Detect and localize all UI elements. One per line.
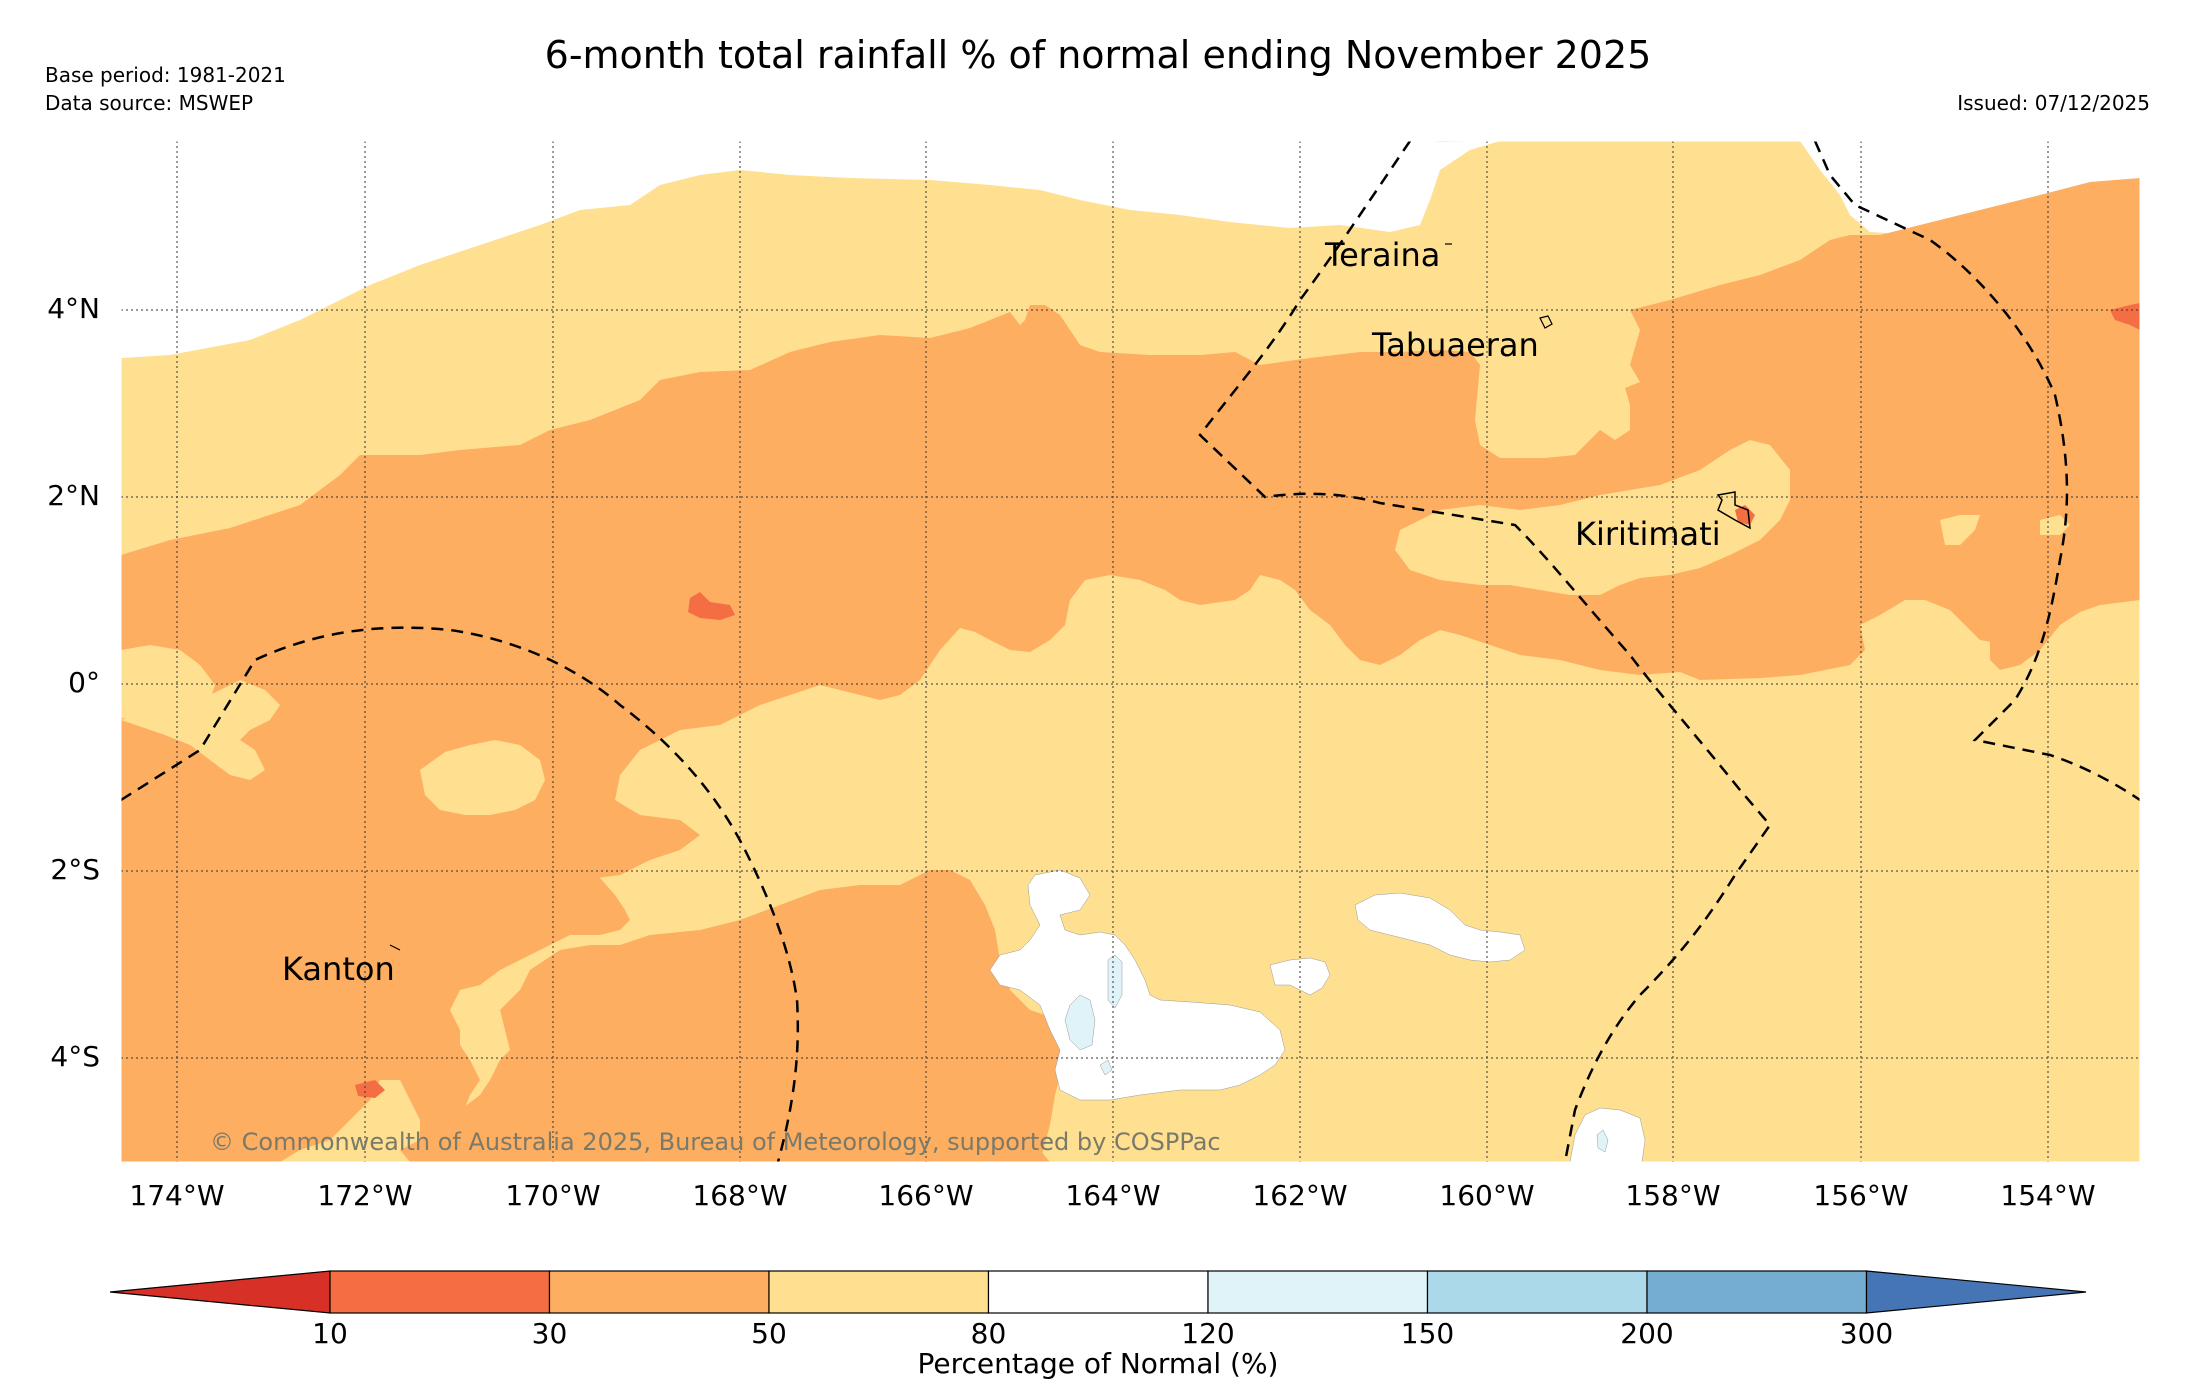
colorbar-tick-120: 120 xyxy=(1181,1317,1234,1350)
lon-label-166w: 166°W xyxy=(878,1179,973,1212)
colorbar-tick-30: 30 xyxy=(532,1317,568,1350)
rain-10-30-patch-south xyxy=(355,1080,385,1098)
lat-label-0: 0° xyxy=(68,666,100,699)
rain-120-150-patch-2 xyxy=(1107,954,1123,1009)
rain-80-120-blob-south-center xyxy=(989,869,1286,1101)
colorbar-segment-80-120 xyxy=(987,1270,1209,1314)
colorbar-segment-below-10 xyxy=(109,1270,331,1314)
colorbar-segment-50-80 xyxy=(768,1270,990,1314)
latitude-labels: 4°N 2°N 0° 2°S 4°S xyxy=(47,292,100,1073)
rain-120-150-patch-1 xyxy=(1064,994,1096,1051)
rain-50-80-pocket-mid xyxy=(1290,690,1320,720)
rain-10-30-patch-kiritimati xyxy=(1735,505,1755,525)
colorbar-segment-30-50 xyxy=(548,1270,770,1314)
eez-boundary-east xyxy=(1813,141,2140,802)
colorbar xyxy=(109,1270,2087,1314)
colorbar-title: Percentage of Normal (%) xyxy=(918,1347,1279,1380)
lon-label-154w: 154°W xyxy=(2000,1179,2095,1212)
rain-50-80-pocket-east-2 xyxy=(2040,515,2070,535)
map-panel: Teraina Tabuaeran Kiritimati Kanton © Co… xyxy=(121,141,2140,1162)
colorbar-segment-150-200 xyxy=(1426,1270,1648,1314)
rain-30-50-region-main xyxy=(121,178,2140,1145)
colorbar-tick-10: 10 xyxy=(312,1317,348,1350)
colorbar-tick-50: 50 xyxy=(751,1317,787,1350)
place-label-kiritimati: Kiritimati xyxy=(1575,515,1721,553)
eez-boundaries xyxy=(121,141,2140,1162)
copyright-notice: © Commonwealth of Australia 2025, Bureau… xyxy=(210,1128,1221,1156)
lon-label-156w: 156°W xyxy=(1813,1179,1908,1212)
lon-label-168w: 168°W xyxy=(692,1179,787,1212)
colorbar-tick-80: 80 xyxy=(971,1317,1007,1350)
issued-date-label: Issued: 07/12/2025 xyxy=(1957,91,2150,115)
colorbar-segment-120-150 xyxy=(1207,1270,1429,1314)
lon-label-170w: 170°W xyxy=(505,1179,600,1212)
rain-10-30-patch-center xyxy=(688,592,735,620)
colorbar-segment-above-300 xyxy=(1865,1270,2087,1314)
lat-label-2s: 2°S xyxy=(50,853,100,886)
kanton-island-outline xyxy=(389,944,401,951)
colorbar-segment-200-300 xyxy=(1646,1270,1868,1314)
lon-label-174w: 174°W xyxy=(129,1179,224,1212)
rain-50-80-pocket-kiritimati xyxy=(1395,440,1790,595)
rain-30-50-region-south-central xyxy=(440,870,1075,1162)
place-label-tabuaeran: Tabuaeran xyxy=(1371,326,1539,364)
rain-80-120-blob-bottom xyxy=(1569,1107,1646,1162)
map-gridlines xyxy=(121,141,2140,1162)
rain-80-120-blob-east xyxy=(1354,892,1526,963)
rain-30-50-region-south xyxy=(121,760,630,1162)
rain-50-80-pocket-center xyxy=(420,740,545,815)
rain-50-80-pocket-south-center xyxy=(1430,655,1470,690)
base-period-label: Base period: 1981-2021 xyxy=(45,63,286,87)
lon-label-164w: 164°W xyxy=(1065,1179,1160,1212)
colorbar-tick-200: 200 xyxy=(1620,1317,1673,1350)
lon-label-172w: 172°W xyxy=(317,1179,412,1212)
rain-80-120-region-north-east xyxy=(1800,141,2140,235)
data-source-label: Data source: MSWEP xyxy=(45,91,253,115)
lon-label-162w: 162°W xyxy=(1252,1179,1347,1212)
lon-label-160w: 160°W xyxy=(1439,1179,1534,1212)
lat-label-4n: 4°N xyxy=(47,292,100,325)
colorbar-ticks: 10 30 50 80 120 150 200 300 xyxy=(312,1317,1893,1350)
place-label-kanton: Kanton xyxy=(282,950,395,988)
eez-boundary-line-islands xyxy=(1198,141,1772,1162)
rain-80-120-region-north xyxy=(121,141,1500,358)
rain-50-80-pocket-kanton-west xyxy=(121,680,280,780)
kiritimati-island-outline xyxy=(1716,491,1751,530)
colorbar-segment-10-30 xyxy=(329,1270,551,1314)
rain-30-50-region-bottom-center xyxy=(930,1140,1050,1162)
place-label-teraina: Teraina xyxy=(1324,236,1440,274)
rain-50-80-pocket-east xyxy=(1940,515,1980,545)
map-frame xyxy=(120,140,2141,1163)
colorbar-tick-150: 150 xyxy=(1401,1317,1454,1350)
tabuaeran-island-outline xyxy=(1539,315,1553,329)
eez-boundary-phoenix xyxy=(121,626,800,1162)
longitude-labels: 174°W 172°W 170°W 168°W 166°W 164°W 162°… xyxy=(129,1179,2095,1212)
rain-120-150-patch-3 xyxy=(1596,1129,1609,1153)
map-title: 6-month total rainfall % of normal endin… xyxy=(545,33,1652,77)
rain-120-150-patch-4 xyxy=(1099,1059,1113,1076)
colorbar-tick-300: 300 xyxy=(1840,1317,1893,1350)
lat-label-4s: 4°S xyxy=(50,1040,100,1073)
lat-label-2n: 2°N xyxy=(47,479,100,512)
lon-label-158w: 158°W xyxy=(1625,1179,1720,1212)
